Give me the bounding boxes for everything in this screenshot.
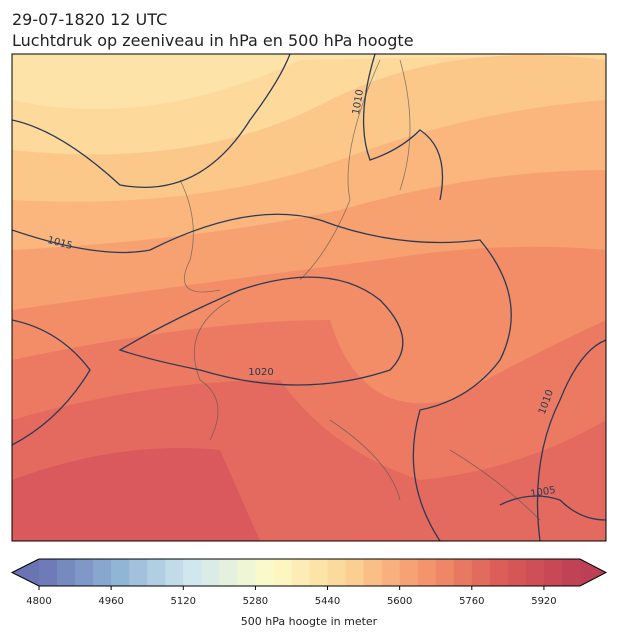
colorbar-tick-label: 5280 — [243, 596, 268, 607]
colorbar-segment — [417, 559, 437, 586]
colorbar-extend-low — [12, 559, 39, 586]
colorbar-segment — [93, 559, 112, 586]
colorbar-frame — [10, 558, 608, 587]
colorbar-segment — [201, 559, 220, 586]
colorbar-segment — [543, 559, 563, 586]
colorbar-tick-label: 5600 — [387, 596, 412, 607]
colorbar-segment — [165, 559, 184, 586]
colorbar-segment — [453, 559, 473, 586]
colorbar-segment — [291, 559, 310, 586]
colorbar-segment — [327, 559, 347, 586]
colorbar-tick-label: 5920 — [531, 596, 556, 607]
contour-label: 1005 — [530, 485, 557, 500]
colorbar-segment — [489, 559, 509, 586]
colorbar-segment — [381, 559, 401, 586]
colorbar-segment — [75, 559, 94, 586]
colorbar-segment — [237, 559, 256, 586]
colorbar-tick-label: 4960 — [98, 596, 123, 607]
colorbar-tick-label: 5120 — [171, 596, 196, 607]
colorbar-tick-label: 5760 — [459, 596, 484, 607]
colorbar-segment — [309, 559, 329, 586]
colorbar-tick-label: 4800 — [26, 596, 51, 607]
title: Luchtdruk op zeeniveau in hPa en 500 hPa… — [12, 31, 414, 50]
colorbar-segment — [219, 559, 238, 586]
colorbar-segment — [561, 559, 581, 586]
colorbar-extend-high — [580, 559, 606, 586]
colorbar-segment — [111, 559, 130, 586]
contour-label: 1020 — [248, 367, 273, 378]
contour-label: 1010 — [351, 89, 366, 116]
colorbar-segment — [507, 559, 527, 586]
colorbar-segment — [57, 559, 76, 586]
map-frame — [11, 53, 607, 542]
colorbar-segment — [147, 559, 166, 586]
colorbar-tick-label: 5440 — [315, 596, 340, 607]
colorbar-segment — [345, 559, 365, 586]
colorbar-segment — [471, 559, 491, 586]
colorbar-segment — [39, 559, 58, 586]
colorbar-segment — [399, 559, 419, 586]
date: 29-07-1820 12 UTC — [12, 10, 167, 29]
colorbar-segment — [435, 559, 455, 586]
colorbar-segment — [129, 559, 148, 586]
colorbar-segment — [273, 559, 292, 586]
colorbar-segment — [183, 559, 202, 586]
colorbar-label: 500 hPa hoogte in meter — [241, 615, 378, 628]
colorbar-segment — [525, 559, 545, 586]
colorbar-segment — [255, 559, 274, 586]
map — [12, 54, 606, 541]
colorbar-segment — [363, 559, 383, 586]
